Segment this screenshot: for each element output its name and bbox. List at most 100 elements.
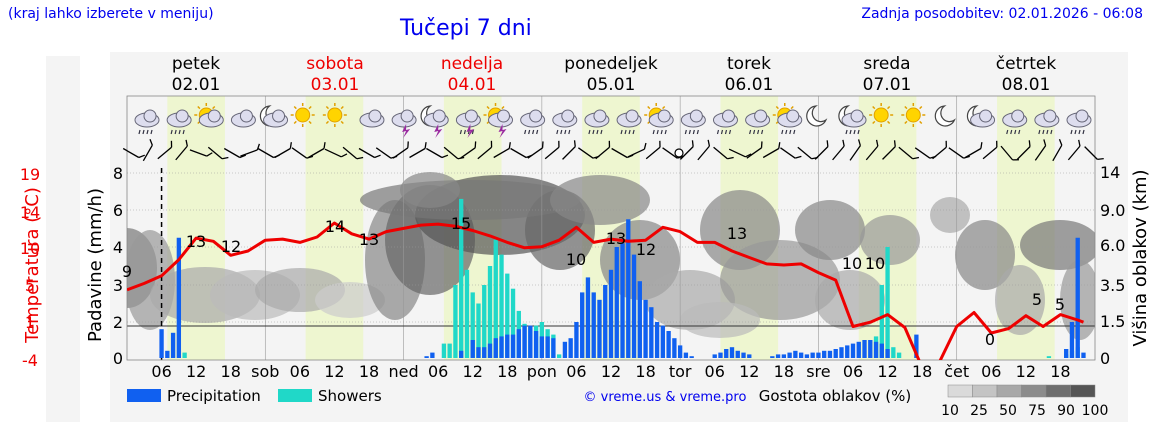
wind-shaft [1084,146,1098,160]
wind-flag [745,153,752,158]
sun-ray [293,120,297,125]
precipitation-bar [533,331,539,358]
wind-flag [508,142,511,149]
x-tick-label: 06 [290,362,310,381]
rain-drop [1050,129,1053,135]
x-tick-label: 12 [186,362,206,381]
showers-bar [499,254,504,358]
wind-shaft [274,147,291,159]
cloud-puff [561,109,575,123]
wind-barb [780,147,802,159]
precipitation-bar [499,336,504,358]
showers-bar [885,247,890,358]
rain-drop [1078,129,1081,135]
x-tick-label: sob [251,362,279,381]
wind-shaft [762,147,780,159]
wind-barb [797,146,818,160]
day-date: 03.01 [311,75,360,95]
wind-barb [1034,139,1047,161]
temperature-label: 13 [186,232,206,251]
sun-ray [919,105,923,110]
precipitation-bar [170,332,176,358]
cloud-puff [625,109,639,123]
precipitation-bar [770,356,775,358]
cloud-density-area [1060,260,1095,340]
x-tick-label: 18 [1050,362,1070,381]
wind-flag [1058,139,1063,146]
wind-barb [274,142,292,159]
credit-link[interactable]: © vreme.us & vreme.pro [584,390,747,405]
wind-barb [1067,139,1081,161]
sun-ray [904,105,908,110]
showers-bar [476,303,481,358]
wind-shaft [375,147,392,159]
cloud-puff [721,109,735,123]
precipitation-bar [654,322,660,358]
wind-shaft [577,147,594,159]
wind-shaft [662,147,678,159]
cloud-puff [272,109,286,123]
wind-flag [875,139,879,147]
rain-drop [560,129,563,135]
precipitation-bar [787,352,792,358]
wind-shaft [932,146,947,160]
wind-shaft [898,146,914,160]
wind-barb [460,141,477,159]
lightning-bolt [466,124,475,138]
showers-bar [453,285,458,358]
precipitation-bar [551,338,556,358]
wind-barb [932,140,947,160]
wind-barb [595,140,611,160]
wind-shaft [426,147,443,159]
wind-barb [898,146,920,160]
wind-flag [541,141,544,148]
rain-drop [628,129,631,135]
rain-drop [1010,129,1013,135]
wind-barb [948,147,970,159]
wind-shaft [342,146,358,160]
precipitation-bar [528,325,533,358]
rain-drop [536,129,539,135]
rain-drop [150,129,153,135]
cloud-density-area [1020,220,1095,270]
cloud-puff [689,109,703,123]
sun-icon [322,103,347,127]
x-tick-label: 06 [705,362,725,381]
sun-shape [295,107,311,123]
sun-icon [901,103,926,127]
wind-shaft [493,147,510,159]
precipitation-tick: 6 [113,201,123,220]
moon-cloud-rain-icon [838,105,867,135]
precipitation-bar [1069,322,1075,358]
x-tick-label: 12 [739,362,759,381]
cloud-density-area [550,175,650,225]
wind-barb [1000,145,1019,161]
sun-ray [308,120,312,125]
cloud-density-swatch [1070,384,1096,398]
cloud-height-axis-label: Višina oblakov (km) [1130,169,1151,346]
cloud-puff [1011,109,1025,123]
day-date: 07.01 [863,75,912,95]
rain-drop [757,129,760,135]
precipitation-bar [683,352,689,358]
rain-drop [624,129,627,135]
showers-bar [510,288,516,358]
precipitation-bar [516,329,521,358]
wind-flag [608,140,611,148]
wind-shaft [914,147,931,159]
cloud-rain-icon [745,109,771,135]
moon-thunder-icon [420,105,449,138]
temperature-tick: -4 [22,351,38,370]
cloud-puff [497,109,511,123]
temperature-label: 15 [451,214,471,233]
wind-barb [865,139,879,161]
temperature-label: 10 [842,254,862,273]
showers-bar [879,285,884,358]
day-date: 08.01 [1002,75,1051,95]
wind-shaft [882,146,896,160]
wind-flag [1043,139,1047,146]
precipitation-bar [798,352,804,358]
precipitation-bar [165,350,170,358]
wind-flag [727,156,734,160]
lightning-bolt [434,124,443,138]
